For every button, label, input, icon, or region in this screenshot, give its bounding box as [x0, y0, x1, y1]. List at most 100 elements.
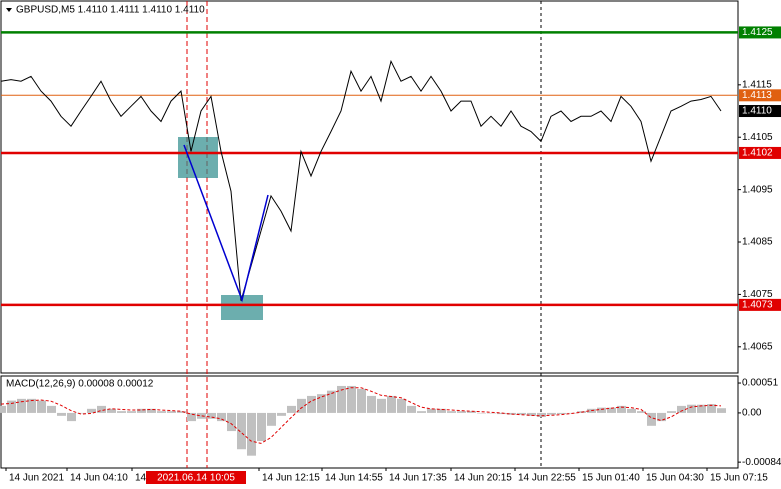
macd-bar — [127, 411, 136, 413]
macd-bar — [297, 398, 306, 413]
level-label: 1.4102 — [742, 148, 773, 159]
macd-bar — [597, 407, 606, 413]
plot: 1.4115 1.4105 1.4095 1.4085 1.4075 1.4065 1.41… — [0, 26, 781, 484]
y-tick-label: -0.00084 — [742, 457, 781, 468]
macd-bar — [167, 411, 176, 413]
level-label-box — [739, 146, 781, 159]
macd-bar — [717, 408, 726, 413]
x-tick-label: 14 Jun 12:15 — [262, 473, 320, 484]
macd-bar — [287, 405, 296, 413]
macd-bar — [257, 412, 266, 442]
macd-bar — [107, 408, 116, 413]
macd-bar — [477, 412, 486, 414]
macd-bar — [337, 385, 346, 413]
macd-bar — [57, 412, 66, 416]
macd-bar — [497, 412, 506, 415]
macd-bar — [557, 412, 566, 415]
macd-bar — [137, 408, 146, 413]
last-price-label: 1.4110 — [742, 106, 772, 117]
level-label: 1.4125 — [742, 27, 773, 38]
macd-bar — [547, 412, 556, 415]
x-tick-label: 15 Jun 07:15 — [710, 473, 768, 484]
level-label-box — [739, 89, 781, 102]
macd-bar — [377, 398, 386, 413]
x-tick-label: 15 Jun 01:40 — [582, 473, 640, 484]
macd-bar — [27, 398, 36, 413]
level-label: 1.4113 — [742, 90, 772, 101]
zone-box — [178, 137, 218, 178]
x-tick-label: 14 Jun 20:15 — [454, 473, 512, 484]
macd-bar — [267, 412, 276, 426]
x-tick-label: 14 Jun 22:55 — [518, 473, 576, 484]
macd-bar — [197, 412, 206, 419]
x-tick-label: 14 Jun 14:55 — [325, 473, 383, 484]
macd-title: MACD(12,26,9) 0.00008 0.00012 — [6, 379, 154, 390]
macd-bar — [357, 388, 366, 413]
macd-frame — [0, 375, 739, 469]
menu-arrow — [6, 8, 12, 12]
macd-bar — [707, 404, 716, 413]
macd-bar — [0, 405, 6, 413]
macd-bar — [637, 411, 646, 413]
macd-bar — [617, 405, 626, 413]
macd-bar — [657, 412, 666, 422]
macd-bar — [417, 411, 426, 413]
macd-bar — [387, 395, 396, 413]
macd-bar — [327, 390, 336, 413]
macd-bar — [627, 408, 636, 413]
macd-bar — [317, 394, 326, 413]
macd-bar — [367, 395, 376, 413]
y-tick-label: 1.4085 — [742, 237, 773, 248]
macd-bar — [117, 411, 126, 413]
last-price-box — [739, 105, 781, 118]
macd-bar — [687, 404, 696, 413]
macd-bar — [87, 408, 96, 413]
macd-bar — [277, 412, 286, 416]
level-label: 1.4073 — [742, 300, 773, 311]
macd-bar — [647, 412, 656, 426]
crosshair-box — [146, 471, 246, 484]
macd-bar — [37, 400, 46, 413]
macd-bar — [517, 412, 526, 415]
macd-bar — [47, 405, 56, 413]
y-tick-label: 1.4075 — [742, 289, 773, 300]
y-tick-label: 0.00051 — [742, 378, 779, 389]
level-label-box — [739, 26, 781, 39]
main-frame — [0, 0, 739, 374]
macd-bar — [607, 407, 616, 413]
macd-bar — [77, 412, 86, 414]
macd-bar — [507, 412, 516, 415]
x-tick-label: 14 Jun 04:10 — [70, 473, 128, 484]
macd-bar — [217, 412, 226, 422]
y-tick-label: 1.4115 — [742, 79, 772, 90]
x-tick-label: 15 Jun 04:30 — [646, 473, 704, 484]
macd-bar — [467, 411, 476, 413]
macd-bar — [207, 412, 216, 419]
macd-bar — [97, 405, 106, 413]
macd-bar — [537, 412, 546, 418]
macd-bar — [247, 412, 256, 456]
macd-bar — [237, 412, 246, 450]
macd-bar — [407, 405, 416, 413]
macd-bar — [307, 395, 316, 413]
macd-bar — [677, 405, 686, 413]
macd-bar — [437, 408, 446, 413]
signal-line — [0, 387, 722, 444]
macd-bar — [17, 398, 26, 413]
macd-bar — [177, 411, 186, 413]
crosshair-label: 2021.06.14 10:05 — [157, 473, 235, 484]
macd-bar — [527, 412, 536, 416]
macd-bar — [397, 398, 406, 413]
macd-bar — [347, 385, 356, 413]
y-tick-label: 1.4105 — [742, 132, 773, 143]
macd-bar — [447, 411, 456, 413]
macd-bar — [457, 411, 466, 413]
macd-bar — [147, 408, 156, 413]
macd-bar — [67, 412, 76, 422]
macd-bar — [487, 412, 496, 414]
macd-bar — [227, 412, 236, 432]
macd-bar — [697, 404, 706, 413]
x-tick-label: 14 Jun 2021 — [9, 473, 64, 484]
macd-bar — [667, 411, 676, 413]
